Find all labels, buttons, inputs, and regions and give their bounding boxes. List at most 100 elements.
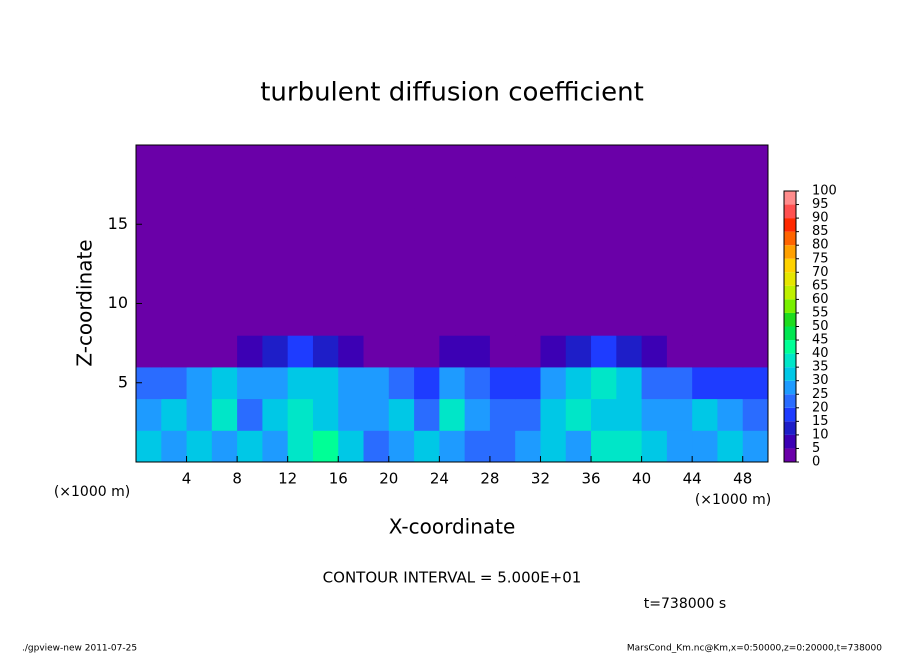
cell	[414, 176, 440, 209]
cell	[717, 398, 744, 431]
cell	[388, 430, 415, 463]
cell	[489, 240, 516, 273]
cell	[414, 335, 440, 368]
cell	[540, 271, 567, 304]
cell	[363, 366, 390, 400]
colorbar-label: 5	[812, 441, 820, 456]
cell	[489, 176, 516, 209]
cell	[363, 240, 390, 273]
x-tick-label: 8	[232, 470, 242, 488]
cell	[136, 303, 162, 336]
cell	[136, 145, 162, 178]
cell	[338, 176, 365, 209]
cell	[287, 398, 314, 431]
colorbar-label: 90	[812, 211, 829, 226]
cell	[666, 366, 693, 400]
cell	[540, 303, 567, 336]
cell	[161, 430, 188, 463]
colorbar-swatch	[784, 407, 796, 422]
cell	[515, 398, 541, 431]
cell	[540, 430, 567, 463]
cell	[565, 271, 592, 304]
cell	[262, 240, 289, 273]
cell	[540, 145, 567, 178]
cell	[666, 240, 693, 273]
cell	[136, 271, 162, 304]
cell	[717, 176, 744, 209]
cell	[211, 366, 238, 400]
footer-left: ./gpview-new 2011-07-25	[22, 644, 137, 654]
cell	[211, 271, 238, 304]
cell	[287, 335, 314, 368]
cell	[363, 430, 390, 463]
colorbar-swatch	[784, 394, 796, 408]
cell	[262, 145, 289, 178]
cell	[515, 145, 541, 178]
cell	[414, 398, 440, 431]
footer-right: MarsCond_Km.nc@Km,x=0:50000,z=0:20000,t=…	[627, 644, 882, 654]
cell	[312, 366, 339, 400]
cell	[591, 398, 617, 431]
cell	[211, 176, 238, 209]
cell	[565, 366, 592, 400]
cell	[186, 240, 213, 273]
colorbar-label: 60	[812, 292, 829, 307]
colorbar-swatch	[784, 231, 796, 246]
cell	[489, 398, 516, 431]
cell	[136, 430, 162, 463]
colorbar-swatch	[784, 380, 796, 395]
cell	[211, 335, 238, 368]
cell	[641, 430, 668, 463]
x-tick-label: 16	[329, 470, 348, 488]
colorbar-label: 25	[812, 387, 829, 402]
cell	[262, 271, 289, 304]
cell	[742, 240, 769, 273]
cell	[388, 208, 415, 241]
x-tick-label: 48	[733, 470, 752, 488]
cell	[439, 145, 466, 178]
cell	[464, 145, 491, 178]
colorbar-swatch	[784, 204, 796, 219]
cell	[692, 145, 718, 178]
x-tick-label: 12	[278, 470, 297, 488]
cell	[641, 145, 668, 178]
cell	[161, 366, 188, 400]
cell	[717, 303, 744, 336]
cell	[591, 145, 617, 178]
cell	[414, 303, 440, 336]
colorbar-label: 85	[812, 224, 829, 239]
cell	[591, 366, 617, 400]
colorbar-label: 35	[812, 360, 829, 375]
cell	[515, 240, 541, 273]
cell	[489, 145, 516, 178]
cell	[565, 335, 592, 368]
cell	[262, 335, 289, 368]
cell	[489, 430, 516, 463]
cell	[312, 208, 339, 241]
cell	[717, 366, 744, 400]
cell	[692, 271, 718, 304]
cell	[388, 366, 415, 400]
cell	[439, 271, 466, 304]
cell	[717, 335, 744, 368]
cell	[641, 240, 668, 273]
cell	[616, 145, 643, 178]
cell	[666, 430, 693, 463]
cell	[616, 398, 643, 431]
colorbar-label: 75	[812, 251, 829, 266]
cell	[565, 145, 592, 178]
cell	[161, 240, 188, 273]
cell	[262, 398, 289, 431]
cell	[363, 303, 390, 336]
cell	[692, 366, 718, 400]
cell	[616, 366, 643, 400]
cell	[338, 398, 365, 431]
x-unit: (×1000 m)	[695, 492, 771, 508]
cell	[237, 366, 263, 400]
colorbar-swatch	[784, 353, 796, 368]
y-tick-label: 15	[108, 214, 128, 233]
cell	[692, 208, 718, 241]
colorbar-label: 80	[812, 238, 829, 253]
cell	[161, 176, 188, 209]
